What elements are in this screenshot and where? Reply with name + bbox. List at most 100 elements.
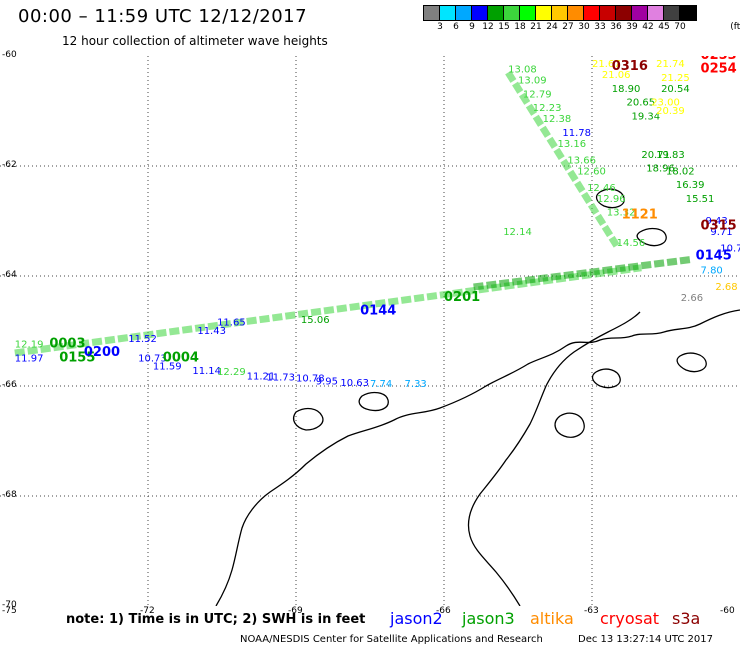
color-scale-label: 3 — [437, 22, 443, 32]
wave-height-value: 10.78 — [296, 374, 325, 385]
inner-coast — [467, 311, 641, 606]
wave-height-value: 18.96 — [646, 164, 675, 175]
page-subtitle: 12 hour collection of altimeter wave hei… — [62, 34, 328, 48]
footer-note: note: 1) Time is in UTC; 2) SWH is in fe… — [66, 612, 366, 627]
satellite-track — [473, 256, 692, 291]
color-scale-label: 33 — [594, 22, 606, 32]
wave-height-value: 20.71 — [641, 150, 670, 161]
wave-height-value: 12.46 — [587, 183, 616, 194]
pass-time-label: 0004 — [163, 350, 199, 365]
wave-height-value: 21.67 — [592, 59, 621, 70]
wave-height-value: 2.68 — [715, 282, 737, 293]
pass-time-label: 0145 — [696, 249, 732, 264]
wave-height-value: 21.06 — [602, 70, 631, 81]
color-scale-label: 24 — [546, 22, 558, 32]
wave-height-value: 12.29 — [217, 367, 246, 378]
wave-height-value: 13.16 — [557, 139, 586, 150]
satellite-track — [505, 70, 620, 248]
pass-time-label: 0316 — [612, 59, 648, 74]
wave-height-value: 21.74 — [656, 59, 685, 70]
wave-height-value: 7.80 — [701, 265, 723, 276]
wave-height-value: 9.71 — [710, 227, 732, 238]
wave-height-value: 11.73 — [266, 373, 295, 384]
wave-height-value: 12.96 — [597, 194, 626, 205]
wave-height-value: 19.83 — [656, 150, 685, 161]
wave-height-value: 15.51 — [686, 194, 715, 205]
wave-height-value: 2.66 — [681, 293, 703, 304]
wave-height-value: 13.08 — [508, 65, 537, 76]
longitude-label: -63 — [584, 606, 599, 616]
wave-height-value: 12.60 — [577, 166, 606, 177]
wave-height-value: 12.38 — [543, 114, 572, 125]
wave-height-value: 12.23 — [533, 103, 562, 114]
color-swatch — [552, 6, 568, 20]
color-swatch — [680, 6, 696, 20]
satellite-track — [14, 264, 642, 357]
island-6 — [591, 368, 621, 389]
satellite-legend-item: cryosat — [600, 609, 660, 628]
wave-height-value: 12.79 — [523, 89, 552, 100]
island-1 — [292, 407, 324, 431]
satellite-tracks — [14, 70, 692, 357]
longitude-label: -60 — [720, 606, 735, 616]
wave-height-value: 19.34 — [631, 111, 660, 122]
color-swatch — [536, 6, 552, 20]
generated-timestamp: Dec 13 13:27:14 UTC 2017 — [578, 634, 713, 645]
latitude-label: -68 — [2, 490, 17, 500]
color-scale-label: 15 — [498, 22, 510, 32]
longitude-label: -69 — [288, 606, 303, 616]
pass-time-label: 0253 — [701, 56, 737, 63]
color-swatch — [568, 6, 584, 20]
wave-height-value: 11.43 — [197, 326, 226, 337]
wave-height-value: 11.59 — [153, 362, 182, 373]
island-2 — [358, 391, 389, 412]
wave-height-value: 13.66 — [567, 155, 596, 166]
pass-time-label: 0315 — [701, 218, 737, 233]
wave-height-value: 20.54 — [661, 84, 690, 95]
wave-height-value: 18.02 — [666, 166, 695, 177]
color-scale-label: 27 — [562, 22, 574, 32]
island-5 — [636, 227, 667, 247]
wave-height-value: 10.73 — [138, 353, 167, 364]
color-scale-label: 9 — [469, 22, 475, 32]
credit-line: NOAA/NESDIS Center for Satellite Applica… — [240, 634, 543, 645]
island-4 — [595, 188, 625, 209]
color-scale-label: 21 — [530, 22, 542, 32]
satellite-legend-item: altika — [530, 609, 574, 628]
wave-height-value: 14.56 — [617, 238, 646, 249]
latitude-label: -60 — [2, 50, 17, 60]
wave-height-value: 9.95 — [316, 376, 338, 387]
peninsula-coast — [215, 309, 740, 606]
color-swatch — [504, 6, 520, 20]
pass-time-label: 0003 — [49, 337, 85, 352]
color-swatch — [472, 6, 488, 20]
pass-time-label: 0144 — [360, 304, 396, 319]
wave-height-value: 13.09 — [518, 76, 547, 87]
latitude-label: -70 — [2, 600, 17, 610]
longitude-label: -75 — [2, 606, 17, 616]
color-scale-unit: (ft) — [730, 22, 740, 32]
wave-height-value: 11.78 — [562, 128, 591, 139]
color-scale-label: 36 — [610, 22, 622, 32]
longitude-label: -72 — [140, 606, 155, 616]
pass-time-label: 1121 — [622, 207, 658, 222]
color-swatch — [632, 6, 648, 20]
wave-height-value: 11.97 — [15, 353, 44, 364]
color-swatch — [600, 6, 616, 20]
latitude-label: -62 — [2, 160, 17, 170]
color-scale-label: 45 — [658, 22, 670, 32]
color-scale-label: 18 — [514, 22, 526, 32]
wave-height-value: 18.90 — [612, 84, 641, 95]
wave-height-value: 12.14 — [503, 227, 532, 238]
color-scale-label: 42 — [642, 22, 654, 32]
island-7 — [676, 352, 707, 373]
wave-height-value: 16.39 — [676, 180, 705, 191]
satellite-legend-item: s3a — [672, 609, 701, 628]
wave-height-value: 10.63 — [340, 378, 369, 389]
pass-time-label: 0201 — [444, 290, 480, 305]
latitude-label: -64 — [2, 270, 17, 280]
wave-height-value: 11.52 — [128, 334, 157, 345]
